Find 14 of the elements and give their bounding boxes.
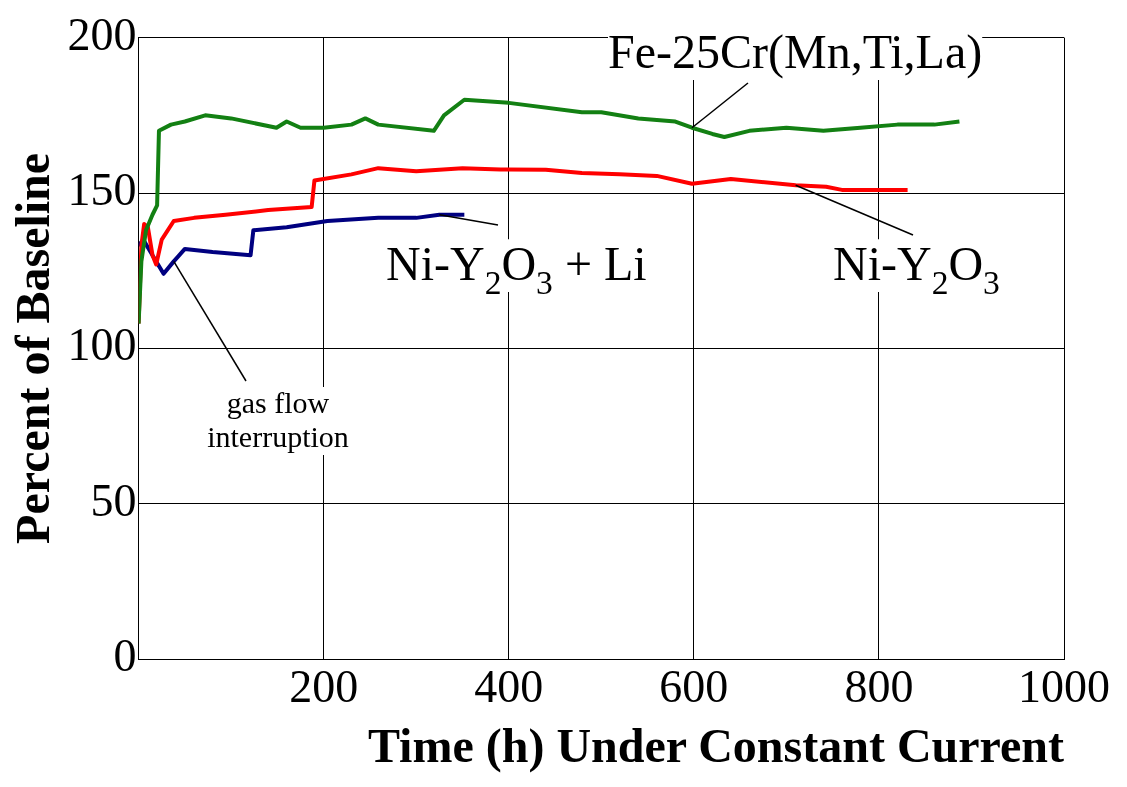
x-axis-title: Time (h) Under Constant Current [367,718,1065,773]
x-tick-label: 400 [474,660,544,712]
y-tick-label: 0 [113,630,137,682]
x-tick-label: 200 [289,660,359,712]
y-tick-label: 200 [67,8,137,60]
annotation: gas flow interruption [207,386,349,453]
x-tick-label: 1000 [1018,660,1110,712]
series-label: Fe-25Cr(Mn,Ti,La) [608,25,983,79]
y-tick-label: 100 [67,319,137,371]
x-tick-label: 800 [844,660,914,712]
x-tick-label: 600 [659,660,729,712]
y-axis-title: Percent of Baseline [6,152,60,544]
y-tick-label: 50 [90,474,137,526]
y-tick-label: 150 [67,164,137,216]
